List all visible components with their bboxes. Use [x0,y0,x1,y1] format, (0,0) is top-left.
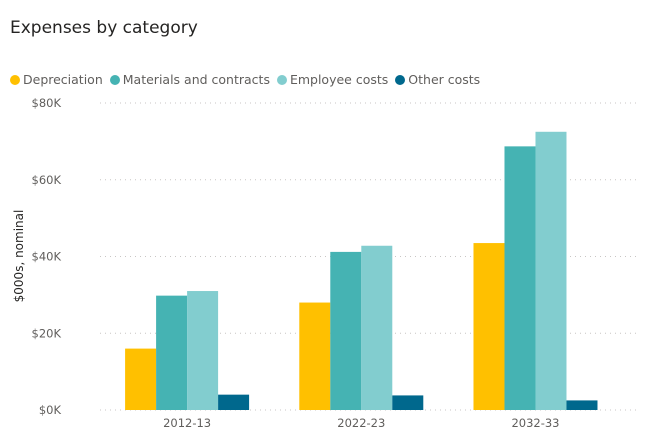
bar-materials-and-contracts-2032-33[interactable] [504,146,536,410]
legend-swatch-employee-costs [276,74,287,85]
bar-employee-costs-2032-33[interactable] [535,131,567,410]
y-axis-title: $000s, nominal [12,210,26,303]
bar-employee-costs-2012-13[interactable] [187,291,219,410]
bar-other-costs-2032-33[interactable] [566,400,598,410]
x-axis-tick-labels: 2012-13 2022-23 2032-33 [163,416,559,430]
bar-depreciation-2032-33[interactable] [473,243,505,410]
y-tick-label: $80K [32,96,62,110]
bar-materials-and-contracts-2022-23[interactable] [330,251,362,410]
y-axis-tick-labels: $0K $20K $40K $60K $80K [32,96,62,417]
legend-item-materials-and-contracts[interactable]: Materials and contracts [109,72,270,87]
legend-swatch-other-costs [395,74,406,85]
legend-item-other-costs[interactable]: Other costs [395,72,480,87]
chart-title: Expenses by category [10,18,198,38]
bar-other-costs-2022-23[interactable] [392,395,424,410]
legend-swatch-depreciation [10,74,20,85]
bars [125,131,598,410]
x-tick-label: 2032-33 [511,416,559,430]
bar-depreciation-2022-23[interactable] [299,302,331,410]
bar-employee-costs-2022-23[interactable] [361,245,393,410]
legend-swatch-materials-and-contracts [109,74,120,85]
y-tick-label: $60K [32,173,62,187]
bar-materials-and-contracts-2012-13[interactable] [156,295,188,410]
legend-label-employee-costs: Employee costs [289,72,389,87]
bar-other-costs-2012-13[interactable] [218,394,250,410]
y-tick-label: $40K [32,250,62,264]
legend: Depreciation Materials and contracts Emp… [10,72,487,87]
y-tick-label: $20K [32,326,62,340]
legend-item-depreciation[interactable]: Depreciation [10,72,103,87]
x-tick-label: 2012-13 [163,416,211,430]
legend-label-depreciation: Depreciation [23,72,103,87]
legend-label-other-costs: Other costs [408,72,481,87]
y-tick-label: $0K [39,403,62,417]
bar-depreciation-2012-13[interactable] [125,348,157,410]
legend-label-materials-and-contracts: Materials and contracts [122,72,270,87]
x-tick-label: 2022-23 [337,416,385,430]
legend-item-employee-costs[interactable]: Employee costs [276,72,389,87]
